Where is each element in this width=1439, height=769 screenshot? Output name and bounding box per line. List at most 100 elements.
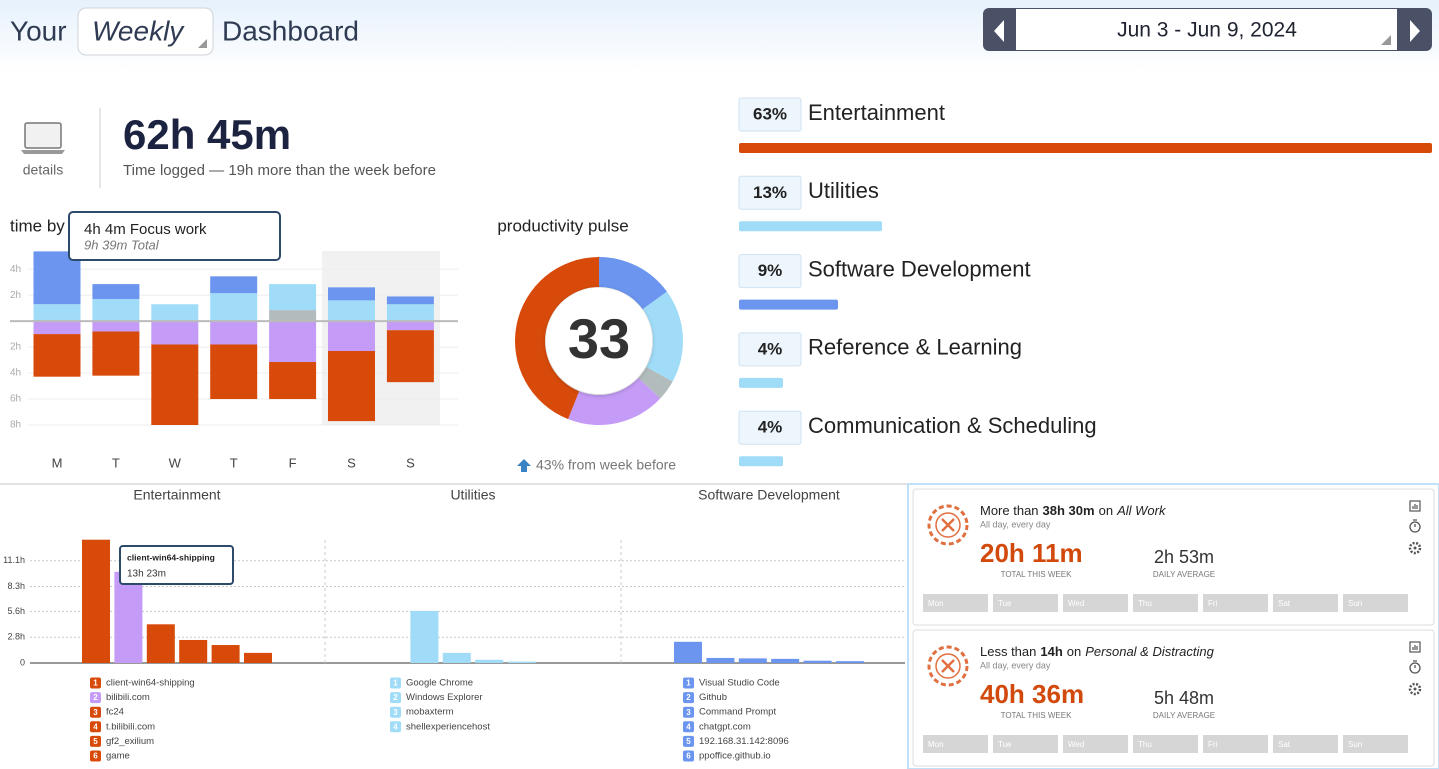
date-picker[interactable]: Jun 3 - Jun 9, 2024 [1016,9,1397,50]
goal-average: 2h 53m [1154,547,1214,567]
next-week[interactable] [1410,20,1420,42]
pulse-change: 43% from week before [536,457,676,473]
bar-segment [33,321,81,335]
rank-number: 5 [93,737,98,746]
day-slot [1133,594,1198,612]
dropdown-caret [198,39,207,48]
y-tick-label: 2h [10,342,21,353]
rank-badge [683,692,694,704]
timer-button[interactable] [1409,660,1421,674]
bar-segment [328,287,375,301]
x-tick-label: W [169,455,182,470]
goal-average-label: DAILY AVERAGE [1153,570,1215,579]
rank-badge [390,677,401,689]
app-bar [836,661,864,663]
y-tick-label: 11.1h [3,555,25,565]
percent-badge [738,175,802,210]
rank-badge [390,706,401,718]
rank-number: 3 [686,708,691,717]
stats-button[interactable] [1409,641,1421,653]
bar-segment [386,296,434,305]
day-slot [1133,735,1198,753]
goal-status-icon [927,504,969,546]
category-name: Utilities [808,178,879,203]
rule-text: More than [980,503,1039,518]
rank-badge [683,721,694,733]
period-selector[interactable]: Weekly [77,7,214,56]
goal-rule: More than 38h 30m on All Work [980,503,1167,518]
y-tick-label: 2h [10,290,21,301]
rank-badge [90,750,101,762]
chart-title: time by [10,216,65,235]
app-name: chatgpt.com [699,721,751,732]
date-range: Jun 3 - Jun 9, 2024 [1117,19,1297,42]
icon-bars [1412,645,1418,650]
rank-number: 4 [93,722,98,731]
day-slot [1343,594,1408,612]
app-name: t.bilibili.com [106,721,155,732]
bar-segment [92,299,140,322]
rank-number: 5 [686,737,691,746]
day-slot [993,594,1058,612]
app-name: Visual Studio Code [699,678,780,689]
app-bar [738,658,767,663]
details-button[interactable]: details [21,122,65,178]
stats-button[interactable] [1409,500,1421,512]
day-slot [1343,735,1408,753]
day-label: Mon [928,599,944,608]
day-label: Thu [1138,740,1152,749]
bar-segment [386,330,434,383]
category-name: Software Development [808,256,1031,281]
rank-number: 4 [686,722,691,731]
rank-number: 1 [686,679,691,688]
bar-segment [33,334,81,377]
app-bar [82,539,110,663]
app-bar [507,661,536,663]
bar-segment [386,304,434,322]
goal-schedule: All day, every day [980,519,1051,529]
chart-title: productivity pulse [497,216,628,235]
category-name: Reference & Learning [808,335,1022,360]
rank-badge [90,706,101,718]
rank-badge [683,735,694,747]
settings-button[interactable] [1408,541,1422,555]
percent-badge [738,254,802,289]
app-bar [410,610,439,663]
app-name: Github [699,692,727,703]
goal-total: 40h 36m [980,679,1084,709]
bar-segment [269,284,317,311]
donut-segment [568,377,661,426]
day-label: Tue [998,599,1012,608]
bar-segment [210,276,258,294]
day-slot [923,735,988,753]
app-name: game [106,751,130,762]
day-label: Thu [1138,599,1152,608]
y-tick-label: 5.6h [7,606,25,616]
rule-scope: Personal & Distracting [1085,644,1214,659]
icon-timer-top [1413,660,1417,668]
previous-week[interactable] [994,20,1004,42]
rank-badge [90,735,101,747]
rule-target: 14h [1040,644,1062,659]
percent-badge [738,332,802,367]
settings-button[interactable] [1408,682,1422,696]
bar-segment [328,350,375,422]
goal-total-label: TOTAL THIS WEEK [1001,570,1072,579]
x-tick-label: S [406,455,415,470]
bar-segment [210,321,258,345]
app-name: ppoffice.github.io [699,751,771,762]
donut-segment [515,257,599,420]
bar-segment [92,284,140,300]
app-name: Command Prompt [699,707,776,718]
icon-timer [1409,521,1421,533]
day-slot [1063,735,1128,753]
x-tick-label: T [112,455,120,470]
percent-label: 4% [758,418,783,437]
day-slot [1203,735,1268,753]
icon-timer-top [1413,519,1417,527]
category-bar [739,299,838,310]
day-slot [1203,594,1268,612]
timer-button[interactable] [1409,519,1421,533]
bar-segment [210,293,258,322]
